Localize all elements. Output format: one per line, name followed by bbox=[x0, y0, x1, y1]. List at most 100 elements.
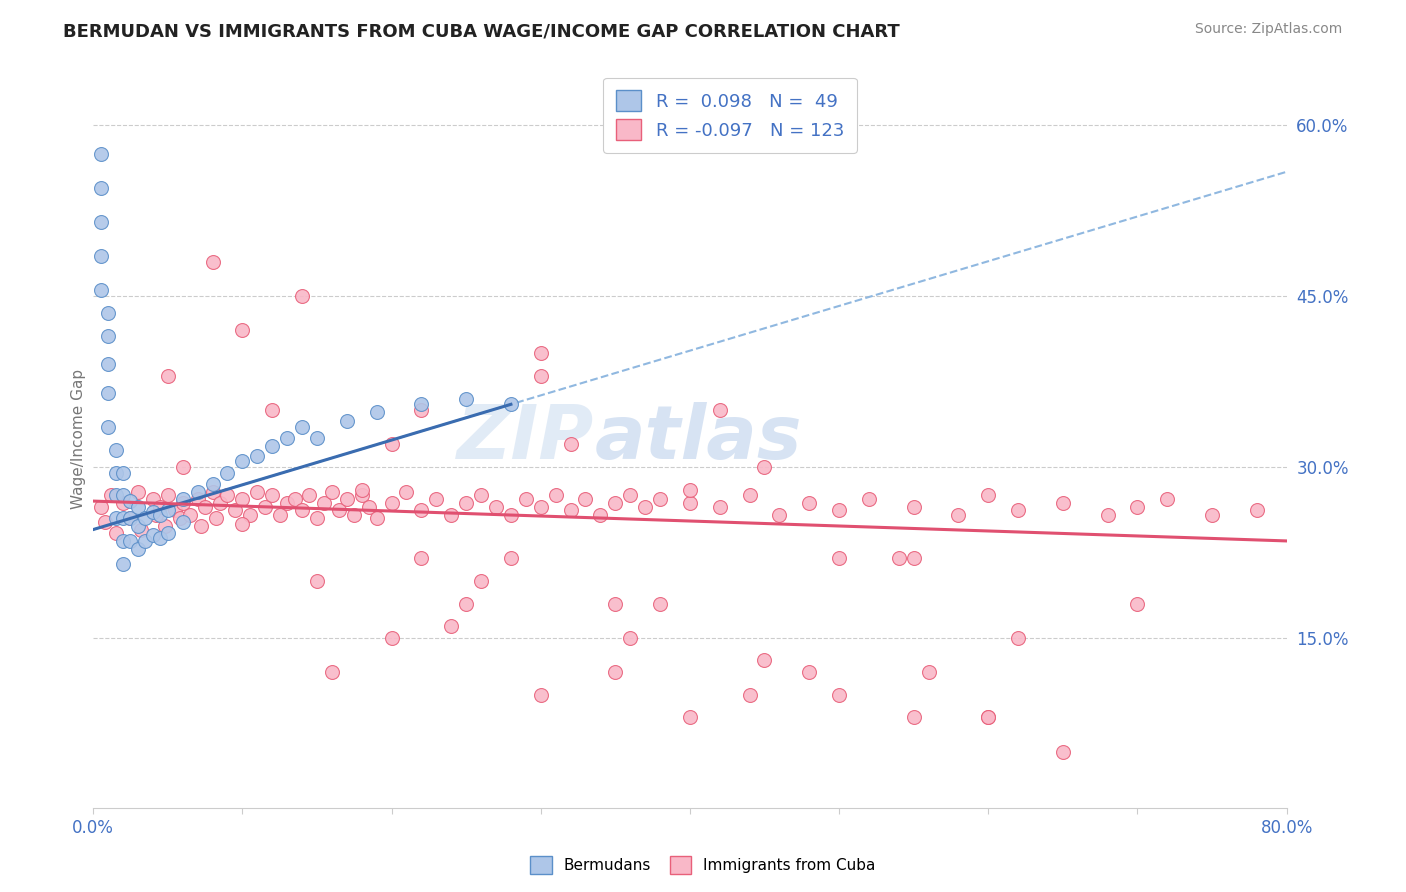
Point bbox=[1126, 500, 1149, 514]
Point bbox=[134, 511, 156, 525]
Point bbox=[149, 508, 172, 522]
Point bbox=[120, 511, 142, 525]
Point bbox=[589, 508, 612, 522]
Point bbox=[754, 653, 776, 667]
Point bbox=[754, 459, 776, 474]
Point bbox=[560, 503, 582, 517]
Point bbox=[156, 503, 179, 517]
Point bbox=[1097, 508, 1119, 522]
Legend: R =  0.098   N =  49, R = -0.097   N = 123: R = 0.098 N = 49, R = -0.097 N = 123 bbox=[603, 78, 856, 153]
Point bbox=[560, 437, 582, 451]
Point bbox=[305, 574, 328, 588]
Point bbox=[90, 249, 112, 263]
Point bbox=[104, 525, 127, 540]
Point bbox=[145, 508, 167, 522]
Point bbox=[679, 496, 702, 510]
Point bbox=[336, 414, 359, 428]
Point bbox=[1156, 491, 1178, 506]
Point bbox=[262, 403, 284, 417]
Point bbox=[90, 215, 112, 229]
Point bbox=[156, 525, 179, 540]
Point bbox=[97, 329, 120, 343]
Point bbox=[1052, 745, 1074, 759]
Point bbox=[111, 511, 134, 525]
Point bbox=[104, 442, 127, 457]
Point bbox=[253, 500, 276, 514]
Point bbox=[111, 466, 134, 480]
Text: ZIP: ZIP bbox=[457, 402, 595, 475]
Point bbox=[100, 488, 122, 502]
Point bbox=[291, 289, 314, 303]
Point bbox=[456, 597, 478, 611]
Point bbox=[499, 508, 522, 522]
Point bbox=[828, 688, 851, 702]
Point bbox=[90, 181, 112, 195]
Point bbox=[530, 346, 553, 360]
Point bbox=[799, 496, 821, 510]
Point bbox=[903, 710, 925, 724]
Point bbox=[380, 631, 402, 645]
Point bbox=[127, 519, 149, 533]
Point bbox=[134, 533, 156, 548]
Point bbox=[172, 515, 194, 529]
Point bbox=[201, 477, 224, 491]
Point bbox=[111, 533, 134, 548]
Point bbox=[269, 508, 291, 522]
Point bbox=[246, 485, 269, 500]
Point bbox=[709, 500, 731, 514]
Point bbox=[1007, 503, 1029, 517]
Point bbox=[172, 496, 194, 510]
Point bbox=[380, 437, 402, 451]
Point bbox=[903, 500, 925, 514]
Point bbox=[605, 496, 627, 510]
Point bbox=[231, 323, 253, 337]
Point bbox=[149, 500, 172, 514]
Point bbox=[679, 483, 702, 497]
Point bbox=[194, 500, 217, 514]
Point bbox=[648, 491, 671, 506]
Point bbox=[104, 488, 127, 502]
Point bbox=[530, 368, 553, 383]
Point bbox=[246, 449, 269, 463]
Point bbox=[499, 551, 522, 566]
Point bbox=[619, 631, 641, 645]
Point bbox=[153, 519, 176, 533]
Point bbox=[291, 503, 314, 517]
Point bbox=[350, 483, 373, 497]
Point bbox=[605, 597, 627, 611]
Point bbox=[321, 665, 343, 679]
Point bbox=[305, 432, 328, 446]
Point bbox=[515, 491, 537, 506]
Point bbox=[470, 488, 492, 502]
Point bbox=[169, 511, 191, 525]
Point bbox=[97, 420, 120, 434]
Point bbox=[336, 491, 359, 506]
Point bbox=[127, 541, 149, 556]
Point bbox=[485, 500, 508, 514]
Point bbox=[380, 496, 402, 510]
Point bbox=[224, 503, 246, 517]
Text: Source: ZipAtlas.com: Source: ZipAtlas.com bbox=[1195, 22, 1343, 37]
Point bbox=[149, 531, 172, 545]
Point bbox=[120, 494, 142, 508]
Point bbox=[305, 511, 328, 525]
Point bbox=[187, 491, 209, 506]
Point bbox=[204, 511, 226, 525]
Point bbox=[1126, 597, 1149, 611]
Point bbox=[120, 511, 142, 525]
Point bbox=[97, 358, 120, 372]
Point bbox=[90, 147, 112, 161]
Point bbox=[104, 466, 127, 480]
Point bbox=[1246, 503, 1268, 517]
Point bbox=[142, 506, 165, 520]
Point bbox=[530, 688, 553, 702]
Point bbox=[97, 306, 120, 320]
Point bbox=[411, 551, 433, 566]
Point bbox=[977, 710, 1000, 724]
Point bbox=[903, 551, 925, 566]
Point bbox=[1007, 631, 1029, 645]
Point bbox=[366, 511, 388, 525]
Point bbox=[738, 488, 761, 502]
Point bbox=[156, 368, 179, 383]
Point bbox=[217, 466, 239, 480]
